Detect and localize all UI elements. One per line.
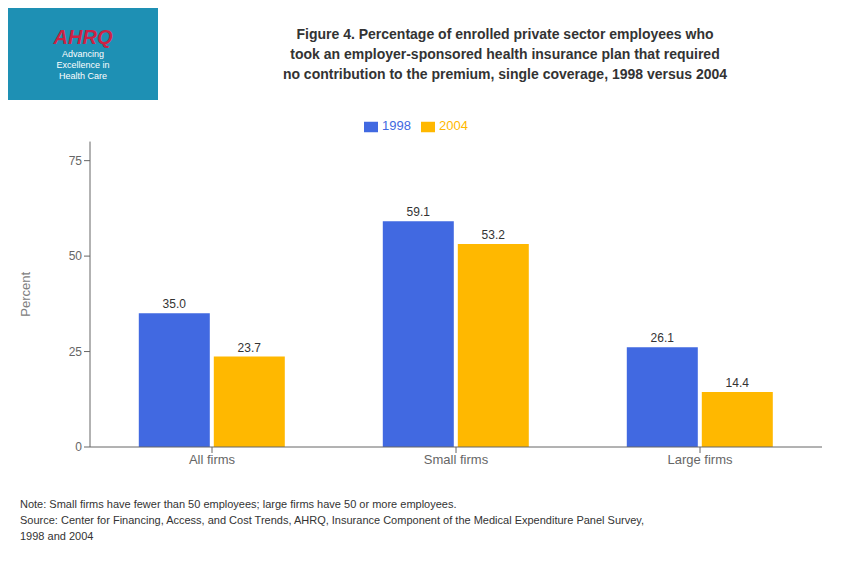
- svg-text:35.0: 35.0: [163, 297, 187, 311]
- svg-text:26.1: 26.1: [651, 331, 675, 345]
- svg-text:50: 50: [69, 249, 83, 263]
- html-text:2004: 2004: [439, 118, 468, 133]
- svg-text:All firms: All firms: [189, 452, 236, 467]
- html-text:1998: 1998: [382, 118, 411, 133]
- html-text:Note: Small firms have fewer t: Note: Small firms have fewer than 50 emp…: [20, 498, 457, 510]
- html-text:Source: Center for Financing,: Source: Center for Financing, Access, an…: [20, 514, 645, 526]
- svg-text:Percent: Percent: [18, 271, 33, 316]
- svg-text:59.1: 59.1: [407, 205, 431, 219]
- html-text:Advancing: Advancing: [62, 49, 104, 59]
- html-text:1998 and 2004: 1998 and 2004: [20, 530, 94, 542]
- svg-text:Large firms: Large firms: [667, 452, 733, 467]
- svg-text:14.4: 14.4: [726, 376, 750, 390]
- html-text:Figure 4. Percentage of enroll: Figure 4. Percentage of enrolled private…: [296, 26, 714, 42]
- html-text:no contribution to the premium: no contribution to the premium, single c…: [282, 66, 728, 82]
- svg-text:25: 25: [69, 345, 83, 359]
- html-text:Health Care: Health Care: [59, 71, 107, 81]
- html-text:Excellence in: Excellence in: [56, 60, 110, 70]
- svg-text:Small firms: Small firms: [424, 452, 489, 467]
- svg-text:0: 0: [75, 440, 82, 454]
- html-text:AHRQ: AHRQ: [53, 26, 113, 48]
- svg-text:75: 75: [69, 154, 83, 168]
- svg-text:53.2: 53.2: [482, 228, 506, 242]
- html-text:took an employer-sponsored hea: took an employer-sponsored health insura…: [290, 46, 720, 62]
- svg-text:23.7: 23.7: [238, 341, 262, 355]
